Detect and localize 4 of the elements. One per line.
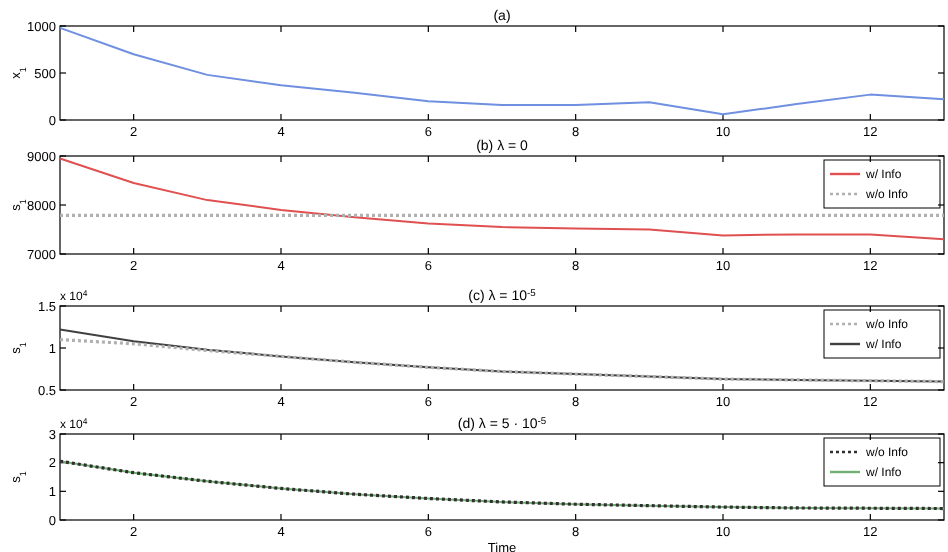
line-series [59,26,945,116]
line-series [59,328,945,383]
line-series [58,338,946,384]
line-series [59,157,945,241]
